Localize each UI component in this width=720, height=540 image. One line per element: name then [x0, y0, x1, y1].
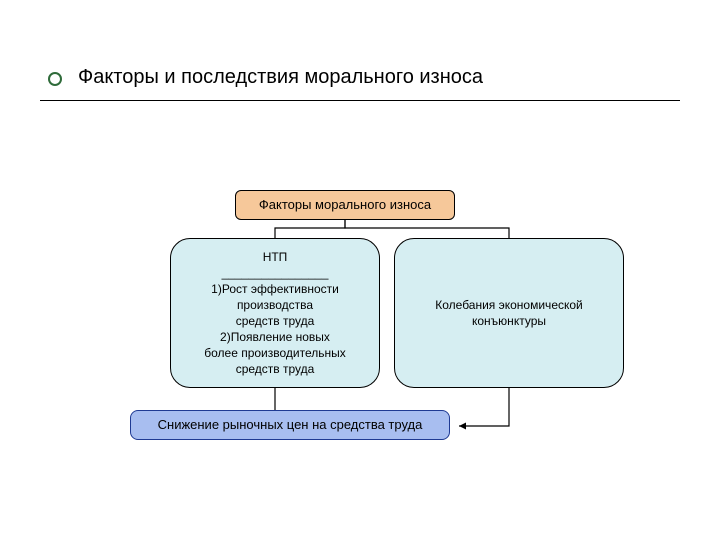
left-line: более производительных: [204, 345, 346, 361]
right-line: конъюнктуры: [472, 313, 546, 329]
root-line: Факторы морального износа: [259, 197, 431, 213]
title-underline: [40, 100, 680, 101]
node-right: Колебания экономическойконъюнктуры: [394, 238, 624, 388]
right-line: Колебания экономической: [435, 297, 583, 313]
title-bullet-icon: [48, 72, 62, 86]
slide-title: Факторы и последствия морального износа: [78, 66, 483, 89]
left-line: средств труда: [236, 361, 315, 377]
slide-canvas: Факторы и последствия морального износа …: [0, 0, 720, 540]
left-line: 2)Появление новых: [220, 329, 330, 345]
connector-path: [459, 388, 509, 426]
left-line: ________________: [222, 265, 329, 281]
connector-path: [345, 220, 509, 238]
node-bottom: Снижение рыночных цен на средства труда: [130, 410, 450, 440]
node-left: НТП________________1)Рост эффективностип…: [170, 238, 380, 388]
node-root: Факторы морального износа: [235, 190, 455, 220]
left-line: НТП: [263, 249, 288, 265]
left-line: 1)Рост эффективности: [211, 281, 339, 297]
left-line: производства: [237, 297, 313, 313]
connector-path: [275, 220, 345, 238]
left-line: средств труда: [236, 313, 315, 329]
bottom-line: Снижение рыночных цен на средства труда: [158, 417, 423, 433]
